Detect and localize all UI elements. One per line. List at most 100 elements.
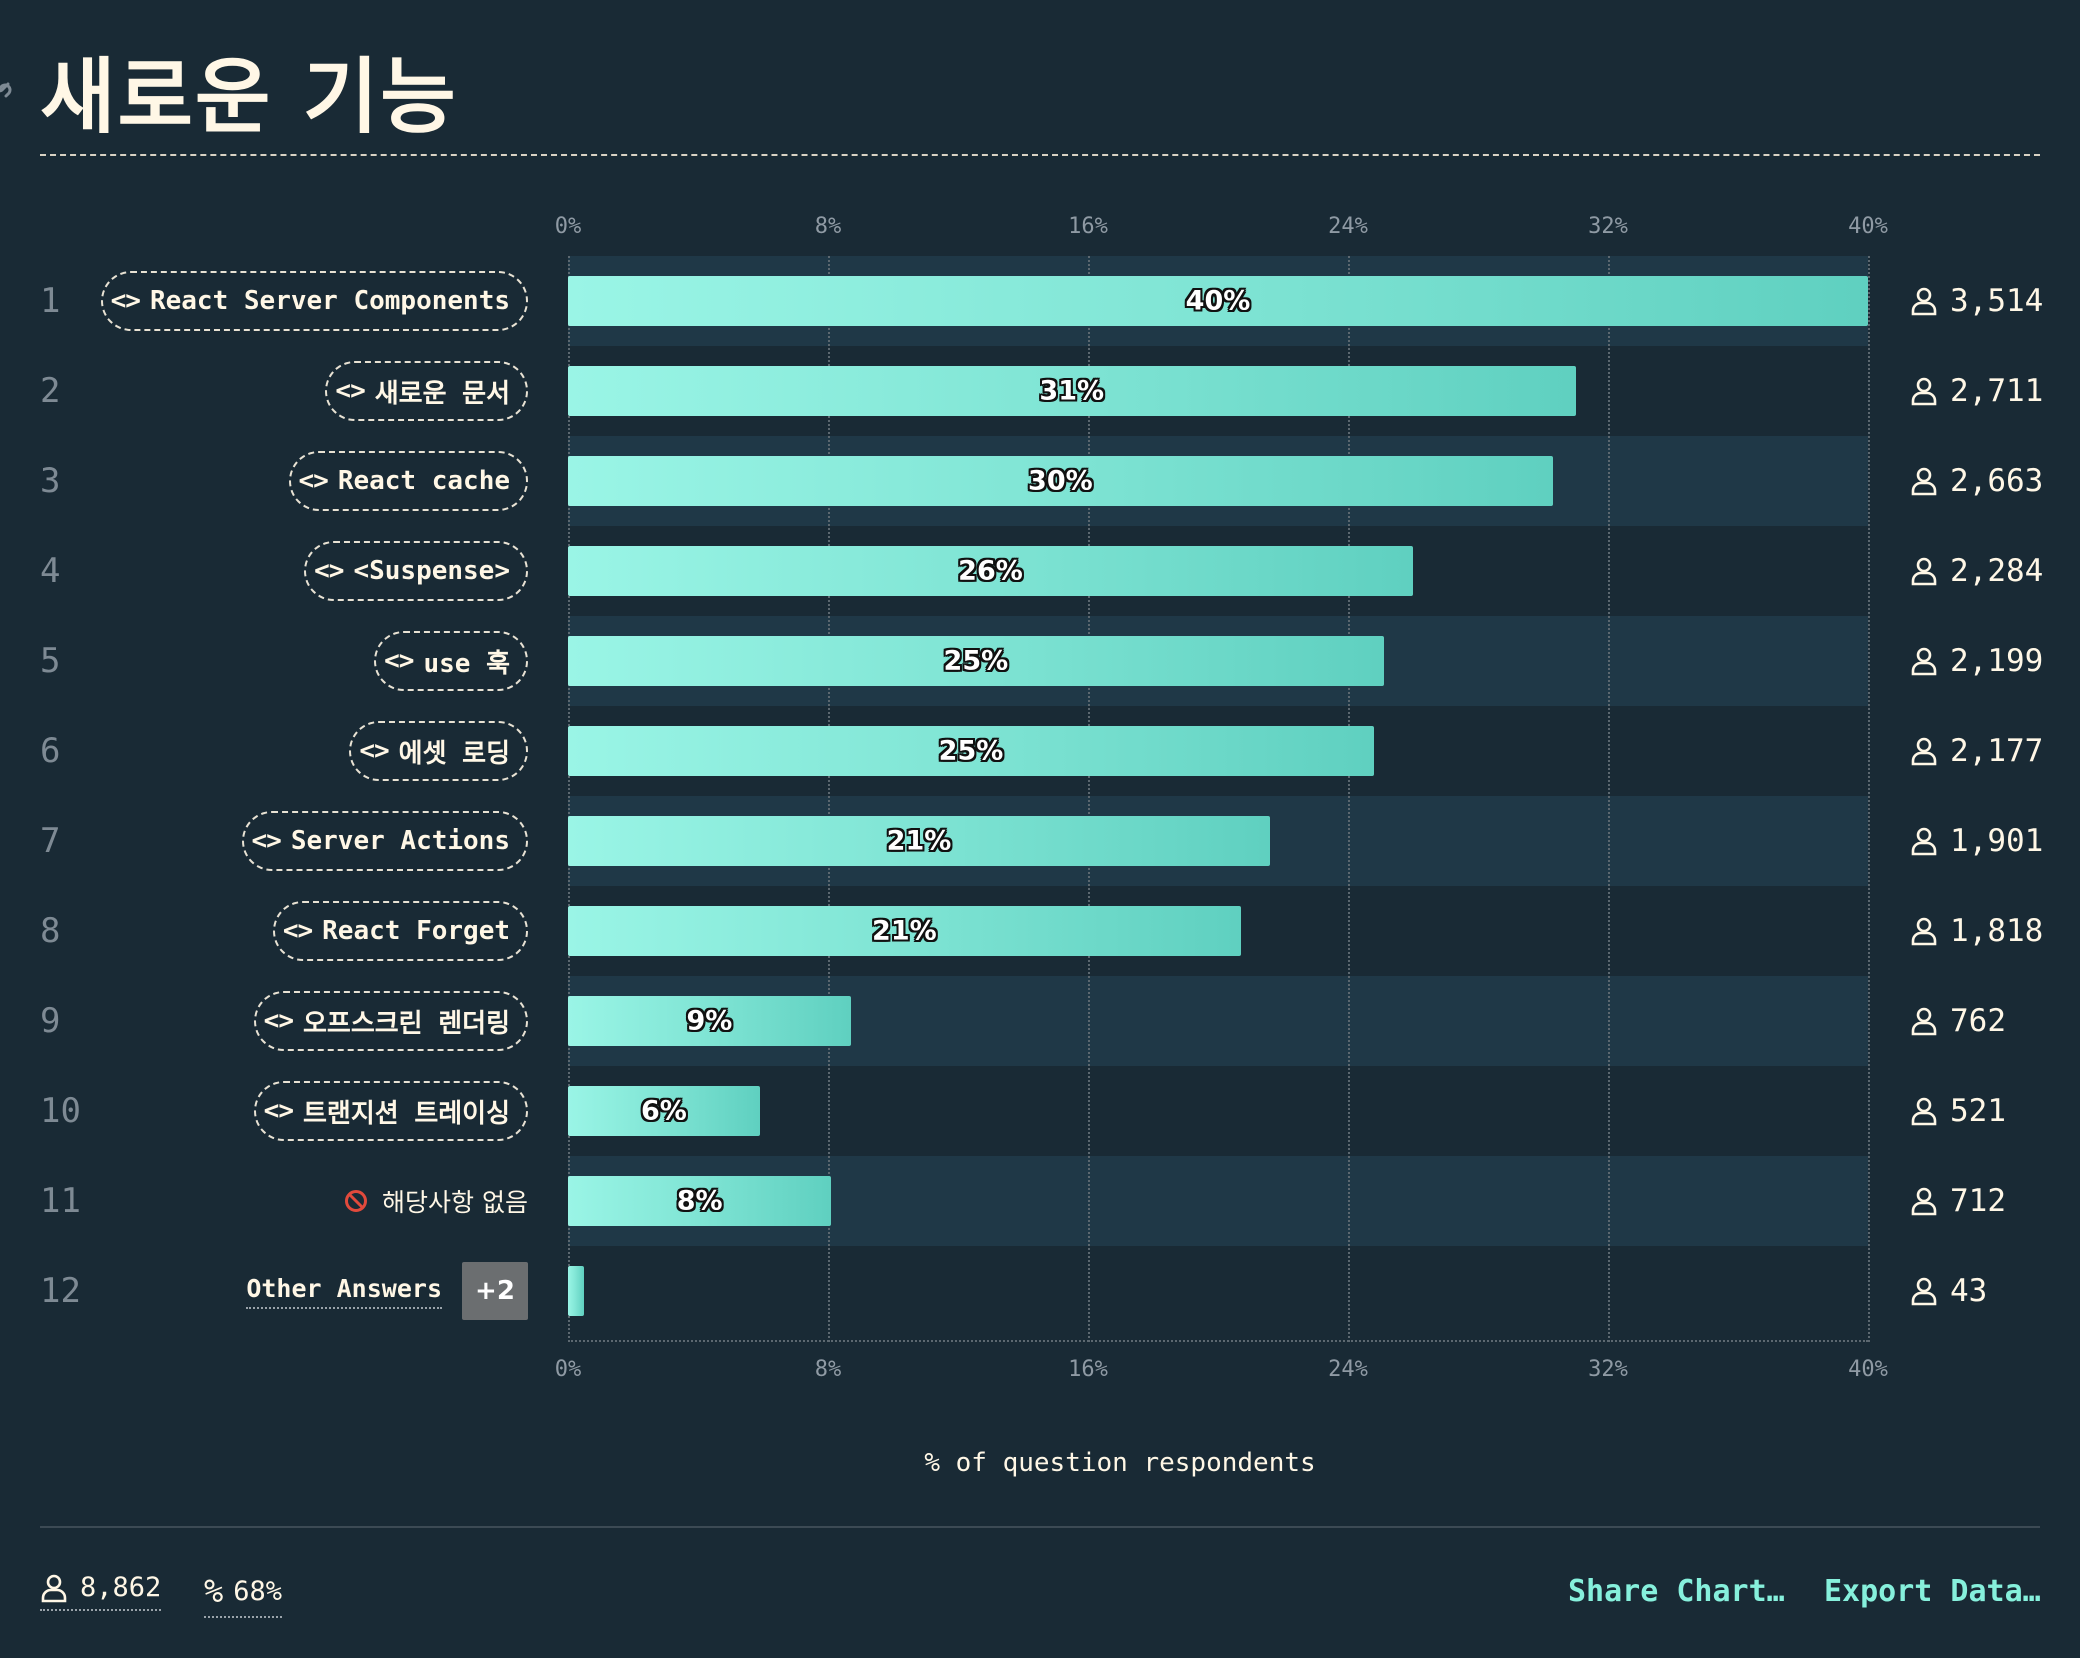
row-band bbox=[568, 1066, 1868, 1156]
tick-label: 32% bbox=[1588, 214, 1628, 239]
link-icon[interactable] bbox=[0, 68, 26, 108]
row-rank: 2 bbox=[40, 371, 61, 411]
bar-value-label: 8% bbox=[676, 1185, 723, 1217]
count-value: 712 bbox=[1950, 1183, 2006, 1219]
answer-pill[interactable]: <> use 훅 bbox=[374, 631, 528, 691]
tick-label: 8% bbox=[814, 214, 842, 239]
bar[interactable]: 21% bbox=[568, 906, 1241, 956]
count-value: 762 bbox=[1950, 1003, 2006, 1039]
user-icon bbox=[41, 1574, 67, 1602]
bar[interactable]: 6% bbox=[568, 1086, 760, 1136]
x-axis-title: % of question respondents bbox=[924, 1448, 1316, 1478]
tick-label: 40% bbox=[1848, 214, 1888, 239]
percent-stat[interactable]: % 68% bbox=[204, 1572, 283, 1618]
bar[interactable]: 40% bbox=[568, 276, 1868, 326]
answer-pill[interactable]: <> React Server Components bbox=[100, 271, 528, 331]
tick-label: 0% bbox=[554, 214, 582, 239]
respondent-count: 2,284 bbox=[1910, 553, 2043, 589]
no-entry-icon bbox=[345, 1190, 368, 1212]
user-icon bbox=[1911, 917, 1937, 946]
code-icon: <> bbox=[359, 736, 389, 766]
gridline bbox=[568, 256, 570, 1342]
count-value: 2,199 bbox=[1950, 643, 2044, 679]
answer-label: 오프스크린 렌더링 bbox=[302, 1008, 510, 1039]
answer-pill[interactable]: <> React cache bbox=[288, 451, 528, 511]
export-data-button[interactable]: Export Data… bbox=[1824, 1574, 2041, 1609]
respondents-stat[interactable]: 8,862 bbox=[40, 1572, 162, 1611]
percent-value: 68% bbox=[233, 1575, 283, 1607]
answer-label: 트랜지션 트레이싱 bbox=[302, 1098, 510, 1129]
answer-label: React Server Components bbox=[149, 286, 510, 316]
gridline bbox=[1348, 256, 1350, 1342]
row-rank: 1 bbox=[40, 281, 61, 321]
gridline bbox=[828, 256, 830, 1342]
user-icon bbox=[1911, 557, 1937, 586]
tick-label: 24% bbox=[1328, 214, 1368, 239]
bar[interactable]: 25% bbox=[568, 726, 1374, 776]
row-rank: 5 bbox=[40, 641, 61, 681]
row-rank: 9 bbox=[40, 1001, 61, 1041]
tick-label: 0% bbox=[554, 1357, 582, 1382]
respondent-count: 2,177 bbox=[1910, 733, 2043, 769]
answer-pill[interactable]: <> <Suspense> bbox=[304, 541, 528, 601]
answer-pill[interactable]: <> React Forget bbox=[272, 901, 528, 961]
other-answers-link[interactable]: Other Answers bbox=[246, 1274, 442, 1309]
tick-label: 16% bbox=[1068, 214, 1108, 239]
axis-line-bottom bbox=[568, 1340, 1868, 1342]
bar[interactable]: 21% bbox=[568, 816, 1270, 866]
respondent-count: 2,663 bbox=[1910, 463, 2043, 499]
respondent-count: 2,711 bbox=[1910, 373, 2043, 409]
count-value: 2,663 bbox=[1950, 463, 2044, 499]
other-answers-badge[interactable]: +2 bbox=[462, 1262, 528, 1320]
other-answers: Other Answers +2 bbox=[246, 1262, 528, 1320]
count-value: 1,818 bbox=[1950, 913, 2044, 949]
user-icon bbox=[1911, 467, 1937, 496]
answer-pill[interactable]: <> Server Actions bbox=[241, 811, 528, 871]
answer-label: <Suspense> bbox=[353, 556, 510, 586]
row-rank: 10 bbox=[40, 1091, 81, 1131]
share-chart-button[interactable]: Share Chart… bbox=[1568, 1574, 1785, 1609]
chart-plot-area: 40% 31% 30% 26% 25% 25% 21% 21% 9% 6% 8% bbox=[568, 256, 1870, 1342]
bar-value-label: 21% bbox=[886, 825, 952, 857]
code-icon: <> bbox=[251, 826, 282, 856]
tick-label: 16% bbox=[1068, 1357, 1108, 1382]
answer-label: use 훅 bbox=[423, 648, 510, 679]
bar[interactable] bbox=[568, 1266, 585, 1316]
answer-pill[interactable]: <> 트랜지션 트레이싱 bbox=[253, 1081, 528, 1141]
bar[interactable]: 25% bbox=[568, 636, 1384, 686]
code-icon: <> bbox=[298, 466, 329, 496]
gridline bbox=[1088, 256, 1090, 1342]
row-rank: 11 bbox=[40, 1181, 81, 1221]
tick-label: 32% bbox=[1588, 1357, 1628, 1382]
code-icon: <> bbox=[263, 1096, 294, 1126]
answer-pill[interactable]: <> 새로운 문서 bbox=[325, 361, 528, 421]
user-icon bbox=[1911, 647, 1937, 676]
bar[interactable]: 31% bbox=[568, 366, 1576, 416]
bar[interactable]: 26% bbox=[568, 546, 1413, 596]
bar[interactable]: 30% bbox=[568, 456, 1553, 506]
count-value: 43 bbox=[1950, 1273, 1988, 1309]
footer-divider bbox=[40, 1526, 2040, 1528]
row-rank: 12 bbox=[40, 1271, 81, 1311]
bar-value-label: 26% bbox=[958, 555, 1023, 587]
answer-pill[interactable]: <> 에셋 로딩 bbox=[349, 721, 528, 781]
bar[interactable]: 9% bbox=[568, 996, 851, 1046]
row-band bbox=[568, 1246, 1868, 1336]
tick-label: 24% bbox=[1328, 1357, 1368, 1382]
answer-label: 해당사항 없음 bbox=[382, 1188, 528, 1217]
respondent-count: 2,199 bbox=[1910, 643, 2043, 679]
answer-label: Server Actions bbox=[290, 826, 510, 856]
answer-label: React cache bbox=[337, 466, 510, 496]
page-title: 새로운 기능 bbox=[40, 50, 458, 145]
answer-label: 새로운 문서 bbox=[374, 378, 510, 409]
bar[interactable]: 8% bbox=[568, 1176, 832, 1226]
answer-label-none: 해당사항 없음 bbox=[344, 1183, 528, 1219]
code-icon: <> bbox=[384, 646, 414, 676]
count-value: 2,177 bbox=[1950, 733, 2044, 769]
bar-value-label: 25% bbox=[938, 735, 1004, 767]
answer-pill[interactable]: <> 오프스크린 렌더링 bbox=[253, 991, 528, 1051]
respondent-count: 43 bbox=[1910, 1273, 1987, 1309]
user-icon bbox=[1911, 1097, 1937, 1126]
bar-value-label: 25% bbox=[943, 645, 1009, 677]
bar-value-label: 21% bbox=[872, 915, 937, 947]
